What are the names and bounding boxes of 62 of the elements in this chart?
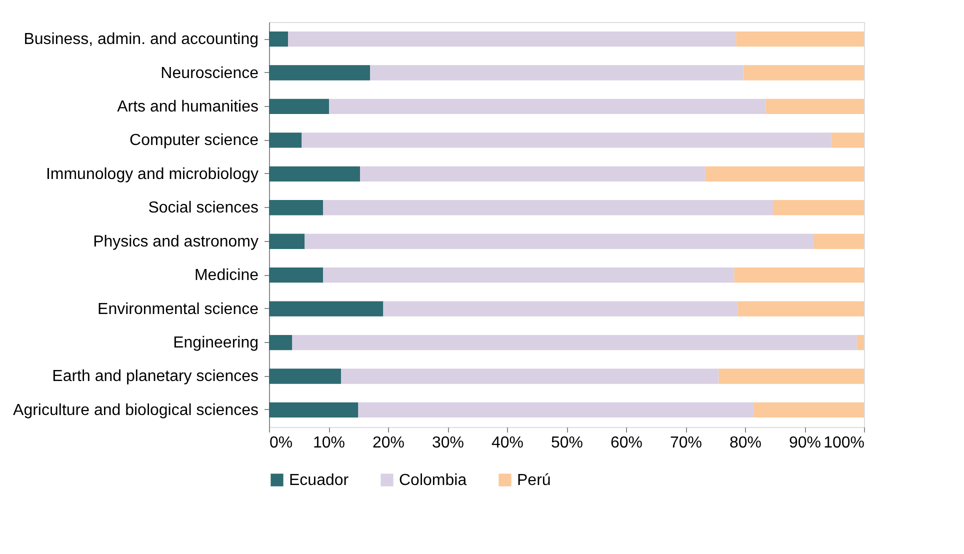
x-tick-label: 10% (312, 434, 346, 452)
bar (269, 200, 324, 216)
y-tick-label: Medicine (194, 267, 259, 284)
bar (766, 98, 864, 114)
bar (754, 402, 864, 418)
x-tick-label: 30% (432, 434, 464, 452)
bar (269, 267, 324, 283)
y-tick-label: Physics and astronomy (93, 233, 258, 250)
bar (269, 132, 302, 148)
bar (269, 98, 330, 114)
bar (323, 267, 734, 283)
bar (736, 31, 864, 47)
y-tick-label: Environmental science (98, 300, 259, 318)
x-tick-label: 70% (670, 434, 702, 452)
y-tick-label: Business, admin. and accounting (24, 31, 258, 48)
bar (292, 334, 857, 350)
x-tick-label: 0% (270, 434, 293, 452)
bar (814, 234, 864, 249)
bar (360, 166, 706, 182)
bar (269, 301, 384, 316)
bar (269, 402, 358, 418)
y-tick-label: Immunology and microbiology (46, 166, 258, 183)
y-tick-label: Computer science (130, 132, 259, 150)
bar (304, 234, 814, 249)
bar (718, 368, 864, 384)
y-tick-label: Arts and humanities (117, 98, 258, 116)
y-tick-label: Earth and planetary sciences (52, 368, 258, 386)
bar (738, 301, 864, 316)
bar (269, 234, 305, 249)
legend-label: Colombia (399, 472, 467, 489)
bar (370, 65, 744, 80)
bar (856, 334, 864, 350)
bar (269, 65, 370, 80)
bar (269, 31, 288, 47)
bar (329, 98, 766, 114)
y-tick-label: Social sciences (148, 200, 258, 217)
bar (269, 368, 341, 384)
bar (323, 200, 773, 216)
bar (269, 334, 292, 350)
bar (340, 368, 719, 384)
bar (269, 166, 360, 182)
legend-label: Perú (517, 472, 551, 489)
bar (302, 132, 832, 148)
bar (383, 301, 738, 316)
bar (705, 166, 864, 182)
x-tick-label: 20% (372, 434, 405, 452)
y-tick-label: Neuroscience (160, 64, 259, 82)
bar (772, 200, 864, 216)
x-tick-label: 60% (610, 434, 643, 452)
x-tick-label: 90% (788, 434, 822, 452)
bar (358, 402, 754, 418)
x-tick-label: 80% (729, 434, 762, 452)
bar (734, 267, 864, 283)
bar (288, 31, 736, 47)
bar (831, 132, 864, 148)
x-tick-label: 100% (824, 434, 864, 452)
x-tick-label: 50% (550, 434, 584, 452)
bar (744, 65, 864, 80)
y-tick-label: Agriculture and biological sciences (13, 402, 258, 419)
x-tick-label: 40% (491, 434, 524, 452)
legend-label: Ecuador (289, 472, 350, 489)
y-tick-label: Engineering (173, 334, 258, 352)
